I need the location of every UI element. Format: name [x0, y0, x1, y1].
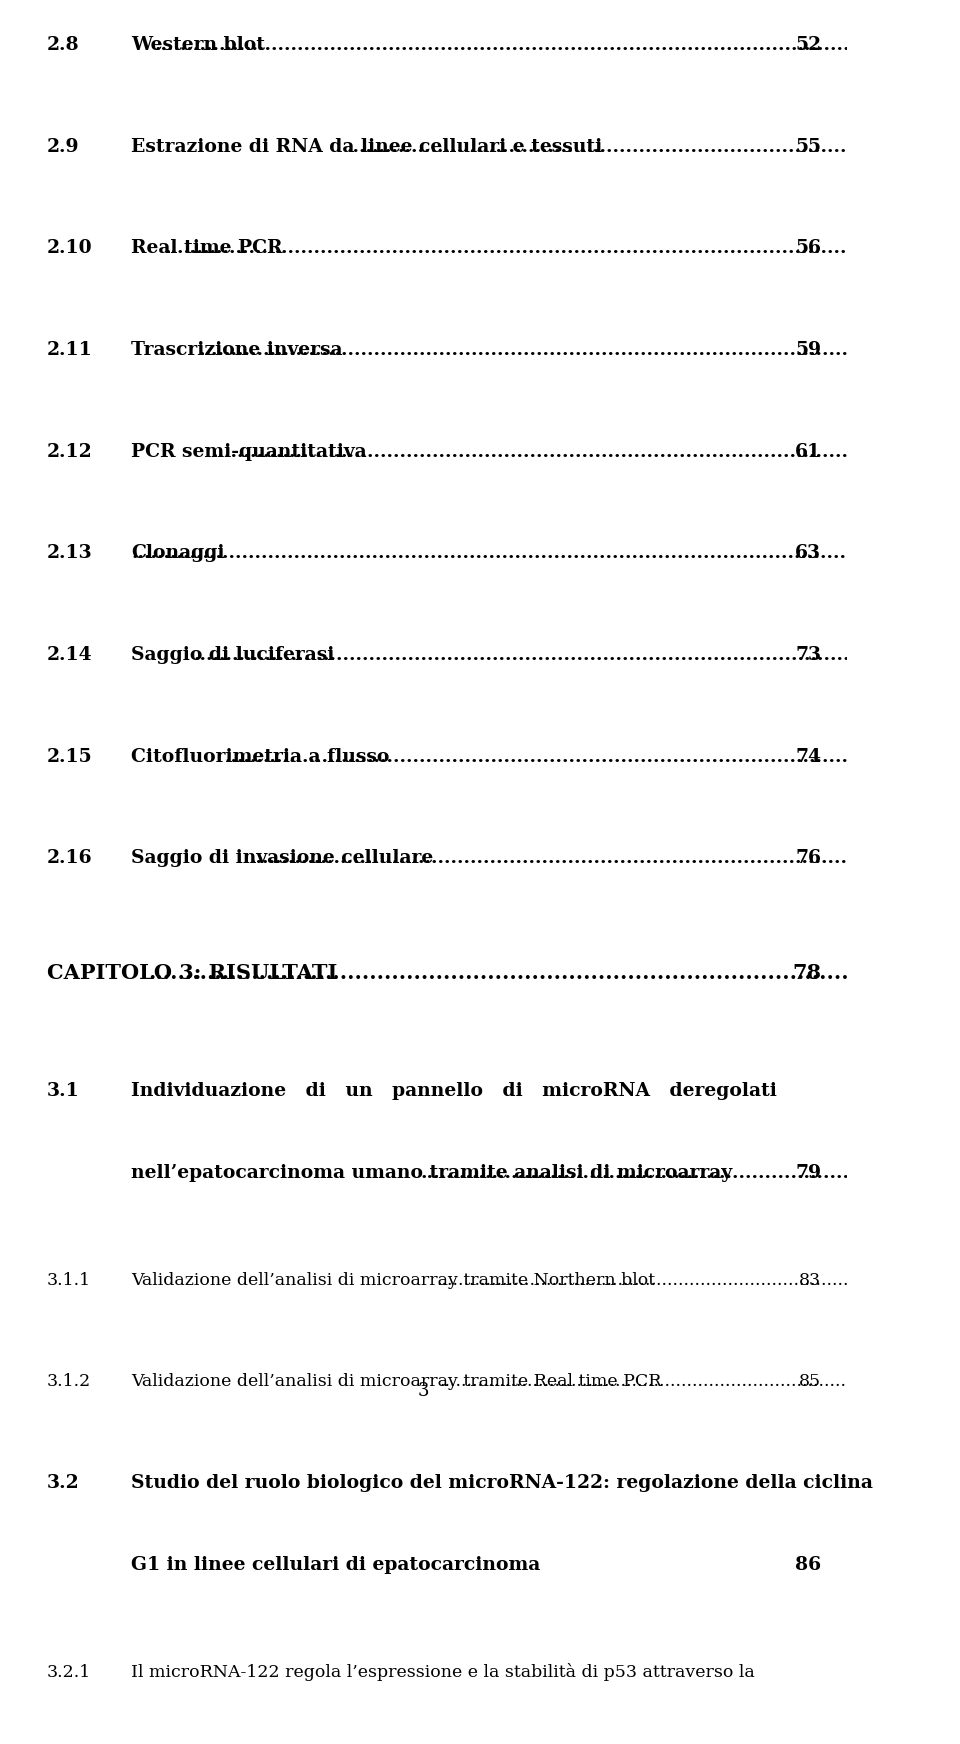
Text: Individuazione   di   un   pannello   di   microRNA   deregolati: Individuazione di un pannello di microRN… [132, 1081, 778, 1100]
Text: Real time PCR: Real time PCR [132, 239, 283, 258]
Text: Clonaggi: Clonaggi [132, 544, 225, 562]
Text: G1 in linee cellulari di epatocarcinoma: G1 in linee cellulari di epatocarcinoma [132, 1556, 540, 1575]
Text: Western blot: Western blot [132, 37, 265, 54]
Text: Saggio di luciferasi: Saggio di luciferasi [132, 645, 335, 664]
Text: 3: 3 [418, 1381, 429, 1400]
Text: ................................................................................: ........................................… [164, 239, 944, 258]
Text: Citofluorimetria a flusso: Citofluorimetria a flusso [132, 748, 390, 766]
Text: ................................................................................: ........................................… [436, 1271, 960, 1289]
Text: ................................................................................: ........................................… [440, 1373, 960, 1390]
Text: 2.10: 2.10 [47, 239, 92, 258]
Text: 2.9: 2.9 [47, 138, 79, 155]
Text: ................................................................................: ........................................… [311, 1556, 960, 1575]
Text: 2.15: 2.15 [47, 748, 92, 766]
Text: ................................................................................: ........................................… [148, 963, 960, 984]
Text: CAPITOLO 3: RISULTATI: CAPITOLO 3: RISULTATI [47, 963, 337, 984]
Text: Trascrizione inversa: Trascrizione inversa [132, 342, 343, 359]
Text: Validazione dell’analisi di microarray tramite Northern blot: Validazione dell’analisi di microarray t… [132, 1271, 656, 1289]
Text: Validazione dell’analisi di microarray tramite Northern blot: Validazione dell’analisi di microarray t… [132, 1271, 656, 1289]
Text: CAPITOLO 3: RISULTATI: CAPITOLO 3: RISULTATI [47, 963, 337, 984]
Text: PCR semi-quantitativa: PCR semi-quantitativa [132, 443, 367, 460]
Text: Western blot: Western blot [132, 37, 265, 54]
Text: 76: 76 [796, 849, 822, 867]
Text: Validazione dell’analisi di microarray tramite Real time PCR: Validazione dell’analisi di microarray t… [132, 1373, 661, 1390]
Text: 86: 86 [795, 1556, 822, 1575]
Text: PCR semi-quantitativa: PCR semi-quantitativa [132, 443, 367, 460]
Text: 3.1.2: 3.1.2 [47, 1373, 91, 1390]
Text: 73: 73 [795, 645, 822, 664]
Text: Clonaggi: Clonaggi [132, 544, 225, 562]
Text: nell’epatocarcinoma umano tramite analisi di microarray: nell’epatocarcinoma umano tramite analis… [132, 1163, 732, 1182]
Text: 2.13: 2.13 [47, 544, 92, 562]
Text: ................................................................................: ........................................… [194, 645, 960, 664]
Text: Citofluorimetria a flusso: Citofluorimetria a flusso [132, 748, 390, 766]
Text: Estrazione di RNA da linee cellulari e tessuti: Estrazione di RNA da linee cellulari e t… [132, 138, 603, 155]
Text: 3.2: 3.2 [47, 1474, 79, 1491]
Text: 2.16: 2.16 [47, 849, 92, 867]
Text: 3.1: 3.1 [47, 1081, 80, 1100]
Text: 79: 79 [796, 1163, 822, 1182]
Text: 2.12: 2.12 [47, 443, 92, 460]
Text: nell’epatocarcinoma umano tramite analisi di microarray: nell’epatocarcinoma umano tramite analis… [132, 1163, 732, 1182]
Text: 3.2.1: 3.2.1 [47, 1664, 91, 1681]
Text: ................................................................................: ........................................… [250, 849, 960, 867]
Text: Estrazione di RNA da linee cellulari e tessuti: Estrazione di RNA da linee cellulari e t… [132, 138, 603, 155]
Text: ................................................................................: ........................................… [132, 544, 911, 562]
Text: 83: 83 [800, 1271, 822, 1289]
Text: ................................................................................: ........................................… [346, 138, 960, 155]
Text: Real time PCR: Real time PCR [132, 239, 283, 258]
Text: Trascrizione inversa: Trascrizione inversa [132, 342, 343, 359]
Text: Saggio di luciferasi: Saggio di luciferasi [132, 645, 335, 664]
Text: ................................................................................: ........................................… [155, 37, 934, 54]
Text: 3.1.1: 3.1.1 [47, 1271, 90, 1289]
Text: ................................................................................: ........................................… [225, 748, 960, 766]
Text: 63: 63 [795, 544, 822, 562]
Text: 78: 78 [792, 963, 822, 984]
Text: 52: 52 [796, 37, 822, 54]
Text: G1 in linee cellulari di epatocarcinoma: G1 in linee cellulari di epatocarcinoma [132, 1556, 540, 1575]
Text: 2.14: 2.14 [47, 645, 92, 664]
Text: 74: 74 [796, 748, 822, 766]
Text: 61: 61 [795, 443, 822, 460]
Text: 85: 85 [800, 1373, 822, 1390]
Text: Validazione dell’analisi di microarray tramite Real time PCR: Validazione dell’analisi di microarray t… [132, 1373, 661, 1390]
Text: Saggio di invasione cellulare: Saggio di invasione cellulare [132, 849, 434, 867]
Text: 2.11: 2.11 [47, 342, 92, 359]
Text: 56: 56 [796, 239, 822, 258]
Text: 55: 55 [796, 138, 822, 155]
Text: ................................................................................: ........................................… [420, 1163, 960, 1182]
Text: ................................................................................: ........................................… [198, 342, 960, 359]
Text: 2.8: 2.8 [47, 37, 79, 54]
Text: Saggio di invasione cellulare: Saggio di invasione cellulare [132, 849, 434, 867]
Text: 59: 59 [796, 342, 822, 359]
Text: Studio del ruolo biologico del microRNA-122: regolazione della ciclina: Studio del ruolo biologico del microRNA-… [132, 1474, 874, 1491]
Text: Il microRNA-122 regola l’espressione e la stabilità di p53 attraverso la: Il microRNA-122 regola l’espressione e l… [132, 1662, 755, 1681]
Text: ................................................................................: ........................................… [212, 443, 960, 460]
